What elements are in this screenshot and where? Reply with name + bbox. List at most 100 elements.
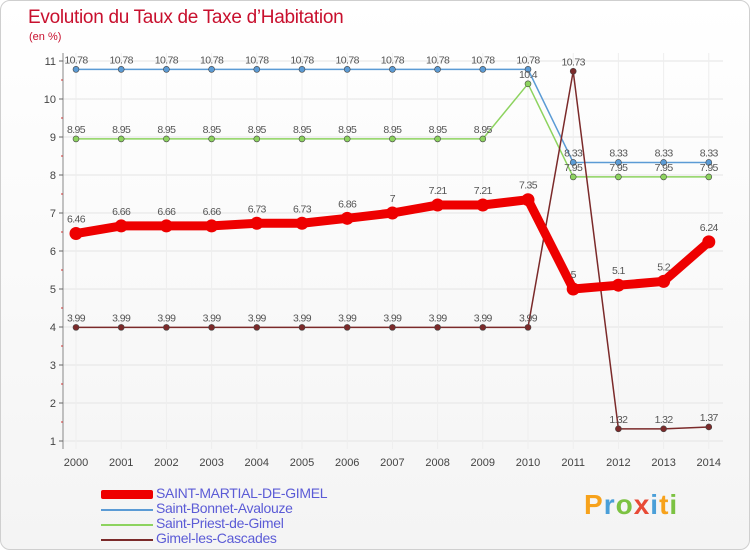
data-label-saint-martial-de-gimel: 7.35: [519, 180, 538, 192]
legend-swatch: [101, 539, 153, 541]
x-tick-label: 2001: [109, 457, 133, 469]
data-point-saint-bonnet-avalouze: [389, 66, 396, 73]
data-label-gimel-les-cascades: 1.32: [655, 414, 674, 426]
proxiti-logo[interactable]: Proxiti: [584, 489, 679, 520]
data-point-gimel-les-cascades: [253, 324, 261, 331]
data-label-gimel-les-cascades: 3.99: [248, 312, 267, 324]
data-label-saint-martial-de-gimel: 7.21: [474, 185, 493, 197]
data-point-gimel-les-cascades: [389, 324, 396, 331]
x-tick-label: 2008: [425, 457, 449, 469]
data-label-saint-martial-de-gimel: 7: [390, 193, 396, 205]
data-label-saint-martial-de-gimel: 6.66: [157, 206, 176, 218]
y-tick-label: 8: [50, 170, 56, 182]
chart-title: Evolution du Taux de Taxe d’Habitation: [28, 7, 344, 28]
data-label-saint-martial-de-gimel: 6.66: [112, 206, 131, 218]
data-point-saint-martial-de-gimel: [159, 219, 173, 233]
data-point-gimel-les-cascades: [434, 324, 441, 331]
data-label-saint-bonnet-avalouze: 8.33: [700, 147, 719, 159]
data-label-saint-martial-de-gimel: 6.46: [67, 214, 86, 226]
data-label-saint-priest-de-gimel: 8.95: [67, 124, 86, 136]
data-point-saint-bonnet-avalouze: [298, 66, 306, 73]
data-point-saint-priest-de-gimel: [434, 135, 441, 143]
y-tick-label: 11: [45, 56, 56, 68]
data-label-saint-martial-de-gimel: 6.86: [338, 198, 357, 210]
data-label-gimel-les-cascades: 3.99: [474, 312, 493, 324]
data-label-saint-martial-de-gimel: 5: [571, 269, 577, 281]
data-point-saint-bonnet-avalouze: [72, 66, 80, 73]
data-point-saint-martial-de-gimel: [340, 211, 354, 225]
data-label-gimel-les-cascades: 3.99: [67, 312, 86, 324]
x-tick-label: 2014: [697, 457, 721, 469]
data-point-saint-bonnet-avalouze: [253, 66, 261, 73]
x-tick-label: 2013: [651, 457, 675, 469]
data-label-gimel-les-cascades: 1.37: [700, 412, 719, 424]
x-tick-label: 2003: [199, 457, 223, 469]
data-point-saint-priest-de-gimel: [524, 80, 532, 88]
data-label-saint-martial-de-gimel: 6.24: [700, 222, 719, 234]
x-tick-label: 2011: [561, 457, 585, 469]
data-point-saint-bonnet-avalouze: [615, 159, 622, 166]
legend-label: Saint-Priest-de-Gimel: [156, 515, 284, 531]
x-tick-label: 2004: [245, 457, 269, 469]
data-point-gimel-les-cascades: [569, 67, 577, 75]
data-label-saint-priest-de-gimel: 7.95: [655, 162, 674, 174]
data-label-gimel-les-cascades: 3.99: [203, 312, 222, 324]
data-label-saint-bonnet-avalouze: 8.33: [564, 147, 583, 159]
data-label-saint-bonnet-avalouze: 10.78: [110, 54, 134, 66]
data-label-gimel-les-cascades: 3.99: [293, 312, 312, 324]
data-label-saint-martial-de-gimel: 6.73: [248, 203, 267, 215]
x-tick-label: 2002: [154, 457, 178, 469]
data-point-saint-bonnet-avalouze: [343, 66, 351, 73]
y-tick-label: 5: [50, 284, 56, 296]
x-tick-label: 2009: [471, 457, 495, 469]
y-tick-label: 2: [50, 398, 56, 410]
data-point-saint-bonnet-avalouze: [660, 159, 667, 166]
data-point-saint-priest-de-gimel: [117, 135, 125, 143]
data-point-saint-priest-de-gimel: [253, 135, 261, 143]
data-label-saint-bonnet-avalouze: 10.78: [381, 54, 405, 66]
data-point-saint-martial-de-gimel: [431, 198, 445, 212]
data-point-saint-priest-de-gimel: [389, 135, 396, 143]
data-label-saint-martial-de-gimel: 7.21: [429, 185, 448, 197]
legend-label: Saint-Bonnet-Avalouze: [156, 500, 293, 516]
data-label-saint-martial-de-gimel: 5.2: [657, 261, 671, 273]
data-label-saint-bonnet-avalouze: 10.78: [155, 54, 179, 66]
data-point-gimel-les-cascades: [660, 425, 667, 433]
data-point-gimel-les-cascades: [343, 324, 351, 331]
data-label-saint-priest-de-gimel: 8.95: [293, 124, 312, 136]
data-point-saint-martial-de-gimel: [657, 274, 671, 288]
data-point-saint-martial-de-gimel: [69, 227, 83, 241]
data-label-gimel-les-cascades: 3.99: [338, 312, 357, 324]
x-tick-label: 2012: [606, 457, 630, 469]
data-label-saint-priest-de-gimel: 10.4: [519, 69, 538, 81]
data-point-saint-priest-de-gimel: [705, 173, 713, 181]
data-point-saint-priest-de-gimel: [569, 173, 577, 181]
legend-swatch: [101, 509, 153, 511]
data-label-saint-martial-de-gimel: 6.66: [203, 206, 222, 218]
data-point-saint-bonnet-avalouze: [524, 66, 532, 73]
data-point-saint-priest-de-gimel: [660, 173, 667, 181]
x-tick-label: 2000: [64, 457, 88, 469]
data-label-saint-bonnet-avalouze: 10.78: [245, 54, 269, 66]
data-label-saint-bonnet-avalouze: 10.78: [200, 54, 224, 66]
data-label-saint-bonnet-avalouze: 10.78: [64, 54, 88, 66]
x-tick-label: 2010: [516, 457, 540, 469]
data-point-gimel-les-cascades: [117, 324, 125, 331]
data-point-saint-bonnet-avalouze: [117, 66, 125, 73]
data-point-saint-priest-de-gimel: [298, 135, 306, 143]
data-point-gimel-les-cascades: [163, 324, 170, 331]
data-point-saint-martial-de-gimel: [114, 219, 128, 233]
y-tick-label: 7: [50, 208, 56, 220]
data-label-gimel-les-cascades: 3.99: [429, 312, 448, 324]
legend-swatch: [101, 524, 153, 526]
data-point-saint-priest-de-gimel: [208, 135, 215, 143]
data-point-gimel-les-cascades: [72, 324, 80, 331]
data-point-gimel-les-cascades: [524, 324, 532, 331]
x-tick-label: 2006: [335, 457, 359, 469]
data-point-gimel-les-cascades: [298, 324, 306, 331]
data-label-saint-priest-de-gimel: 8.95: [203, 124, 222, 136]
chart-unit: (en %): [29, 31, 62, 43]
data-label-saint-priest-de-gimel: 8.95: [248, 124, 267, 136]
data-label-saint-bonnet-avalouze: 8.33: [609, 147, 628, 159]
